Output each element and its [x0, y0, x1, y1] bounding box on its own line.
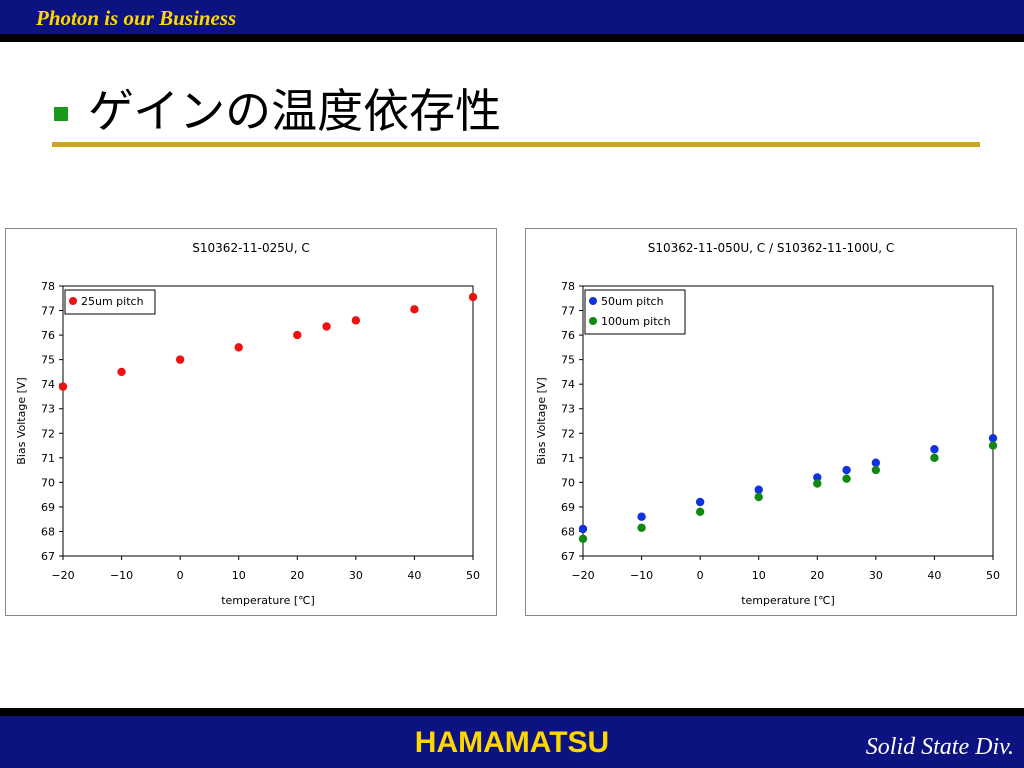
data-point	[234, 343, 243, 352]
data-point	[988, 433, 998, 443]
data-point	[578, 534, 588, 544]
data-point	[930, 445, 939, 454]
legend-box	[584, 289, 686, 335]
slide-title: ゲインの温度依存性	[88, 84, 502, 138]
footer-bar	[0, 716, 1024, 768]
plot-area	[62, 285, 474, 557]
y-tick-label: 68	[561, 525, 575, 538]
y-tick-label: 74	[561, 378, 575, 391]
data-point	[988, 441, 998, 450]
y-tick-label: 77	[561, 305, 575, 318]
y-tick-label: 69	[561, 501, 575, 514]
y-tick-label: 73	[561, 403, 575, 416]
x-tick-label: 0	[697, 569, 704, 582]
y-tick-label: 72	[561, 427, 575, 440]
data-point	[813, 479, 822, 488]
data-point	[754, 492, 763, 502]
data-point	[578, 524, 588, 534]
y-axis-label: Bias Voltage [V]	[535, 377, 548, 464]
x-tick-label: 10	[752, 569, 766, 582]
y-tick-label: 72	[41, 427, 55, 440]
legend-box	[64, 289, 156, 315]
data-point	[637, 512, 646, 521]
data-point	[813, 473, 822, 482]
data-point	[695, 507, 705, 517]
data-point	[871, 458, 881, 467]
data-point	[754, 485, 763, 494]
y-tick-label: 73	[41, 403, 55, 416]
data-point	[637, 523, 646, 532]
x-tick-label: 20	[290, 569, 304, 582]
footer-division: Solid State Div.	[865, 734, 1014, 760]
x-axis-label: temperature [℃]	[741, 594, 835, 607]
title-bullet	[54, 107, 68, 121]
y-tick-label: 77	[41, 305, 55, 318]
data-point	[410, 305, 419, 314]
data-point	[871, 465, 881, 475]
data-point	[930, 453, 939, 463]
x-tick-label: 30	[349, 569, 363, 582]
chart-050u-100u: S10362-11-050U, C / S10362-11-100U, C 67 6…	[525, 228, 1017, 616]
chart-025u: S10362-11-025U, C 67 68 69 70 71 72 73 74 75 76 77 7…	[5, 228, 497, 616]
header-bar	[0, 0, 1024, 34]
y-tick-label: 78	[561, 280, 575, 293]
x-tick-label: −20	[571, 569, 594, 582]
x-tick-label: 0	[177, 569, 184, 582]
x-tick-label: −20	[51, 569, 74, 582]
x-tick-label: 50	[986, 569, 1000, 582]
x-tick-label: 10	[232, 569, 246, 582]
legend-label: 25um pitch	[81, 295, 144, 308]
x-tick-label: −10	[630, 569, 653, 582]
footer-brand: HAMAMATSU	[414, 726, 610, 759]
data-point	[842, 474, 851, 483]
y-tick-label: 76	[561, 329, 575, 342]
chart-title: S10362-11-050U, C / S10362-11-100U, C	[648, 241, 895, 255]
y-tick-label: 69	[41, 501, 55, 514]
legend-label: 50um pitch	[601, 295, 664, 308]
legend-label: 100um pitch	[601, 315, 671, 328]
y-tick-label: 76	[41, 329, 55, 342]
y-axis-label: Bias Voltage [V]	[15, 377, 28, 464]
data-point	[322, 322, 331, 331]
y-tick-label: 75	[561, 354, 575, 367]
y-tick-label: 70	[561, 476, 575, 489]
chart-title: S10362-11-025U, C	[192, 241, 309, 255]
header-tagline: Photon is our Business	[36, 6, 237, 30]
data-point	[58, 382, 68, 391]
x-tick-label: 40	[927, 569, 941, 582]
x-tick-label: 20	[810, 569, 824, 582]
x-axis-label: temperature [℃]	[221, 594, 315, 607]
legend-marker	[589, 297, 597, 305]
y-tick-label: 67	[561, 550, 575, 563]
data-point	[175, 355, 185, 364]
y-tick-label: 71	[561, 452, 575, 465]
footer-divider	[0, 708, 1024, 716]
x-tick-label: −10	[110, 569, 133, 582]
header-divider	[0, 34, 1024, 42]
data-point	[468, 292, 478, 302]
data-point	[351, 316, 361, 325]
y-tick-label: 78	[41, 280, 55, 293]
data-point	[117, 367, 126, 377]
title-underline	[52, 142, 980, 147]
y-tick-label: 75	[41, 354, 55, 367]
x-tick-label: 30	[869, 569, 883, 582]
data-point	[842, 465, 851, 475]
y-tick-label: 67	[41, 550, 55, 563]
legend-marker	[589, 317, 597, 325]
y-tick-label: 68	[41, 525, 55, 538]
legend-marker	[69, 297, 77, 305]
y-tick-label: 74	[41, 378, 55, 391]
y-tick-label: 70	[41, 476, 55, 489]
data-point	[293, 330, 302, 340]
x-tick-label: 50	[466, 569, 480, 582]
x-tick-label: 40	[407, 569, 421, 582]
data-point	[695, 497, 705, 507]
y-tick-label: 71	[41, 452, 55, 465]
